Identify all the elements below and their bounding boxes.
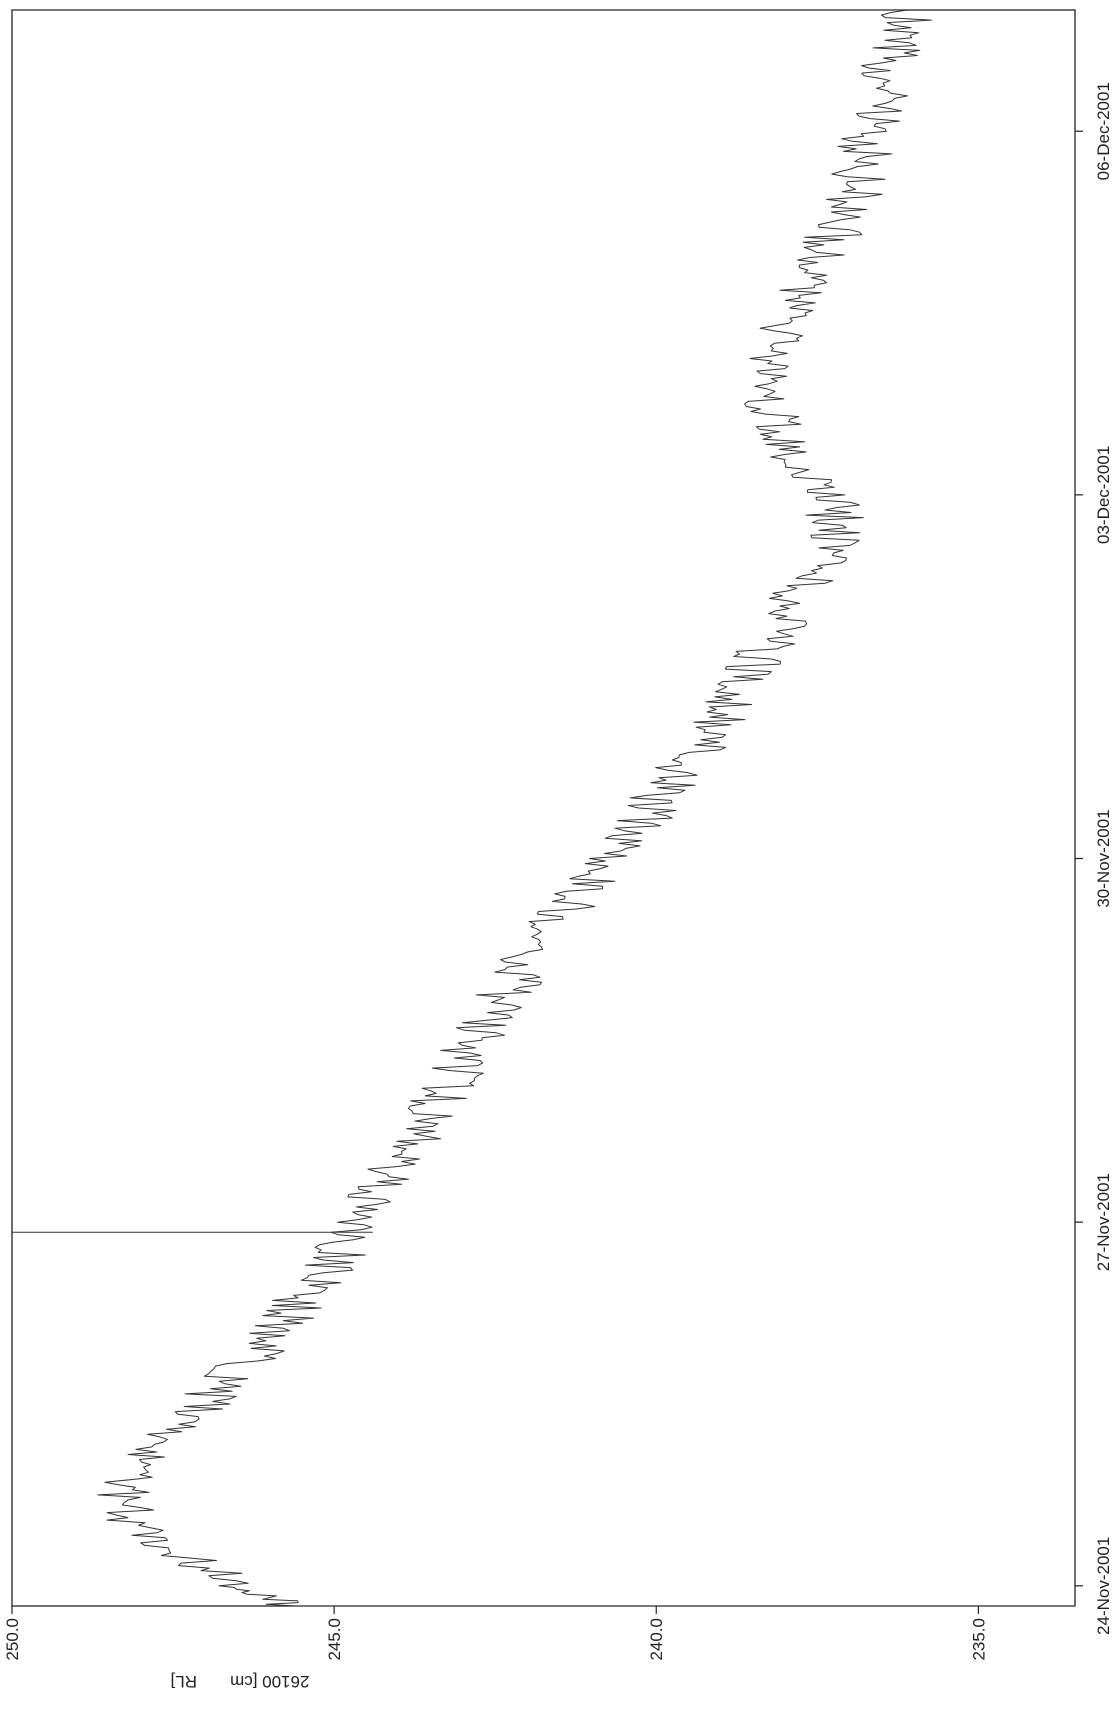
x-axis-ticks: 24-Nov-2001 27-Nov-2001 30-Nov-2001 03-Dec-… — [1075, 82, 1113, 1635]
y-tick-label: 240.0 — [647, 1618, 666, 1661]
annotation-layer — [12, 9, 1075, 1607]
plot-frame — [11, 9, 1076, 1607]
x-tick-label: 24-Nov-2001 — [1094, 1537, 1113, 1635]
series-layer — [97, 9, 932, 1607]
y-tick-label: 245.0 — [325, 1618, 344, 1661]
x-tick-label: 06-Dec-2001 — [1094, 82, 1113, 180]
y-axis-label: 26100 [cm RL] — [171, 1672, 310, 1691]
x-tick-label: 27-Nov-2001 — [1094, 1173, 1113, 1271]
y-tick-label: 250.0 — [3, 1618, 22, 1661]
x-tick-label: 30-Nov-2001 — [1094, 809, 1113, 907]
x-tick-label: 03-Dec-2001 — [1094, 446, 1113, 544]
y-axis-ticks: 250.0 245.0 240.0 235.0 — [3, 1606, 988, 1661]
y-tick-label: 235.0 — [969, 1618, 988, 1661]
series-line — [97, 9, 932, 1607]
